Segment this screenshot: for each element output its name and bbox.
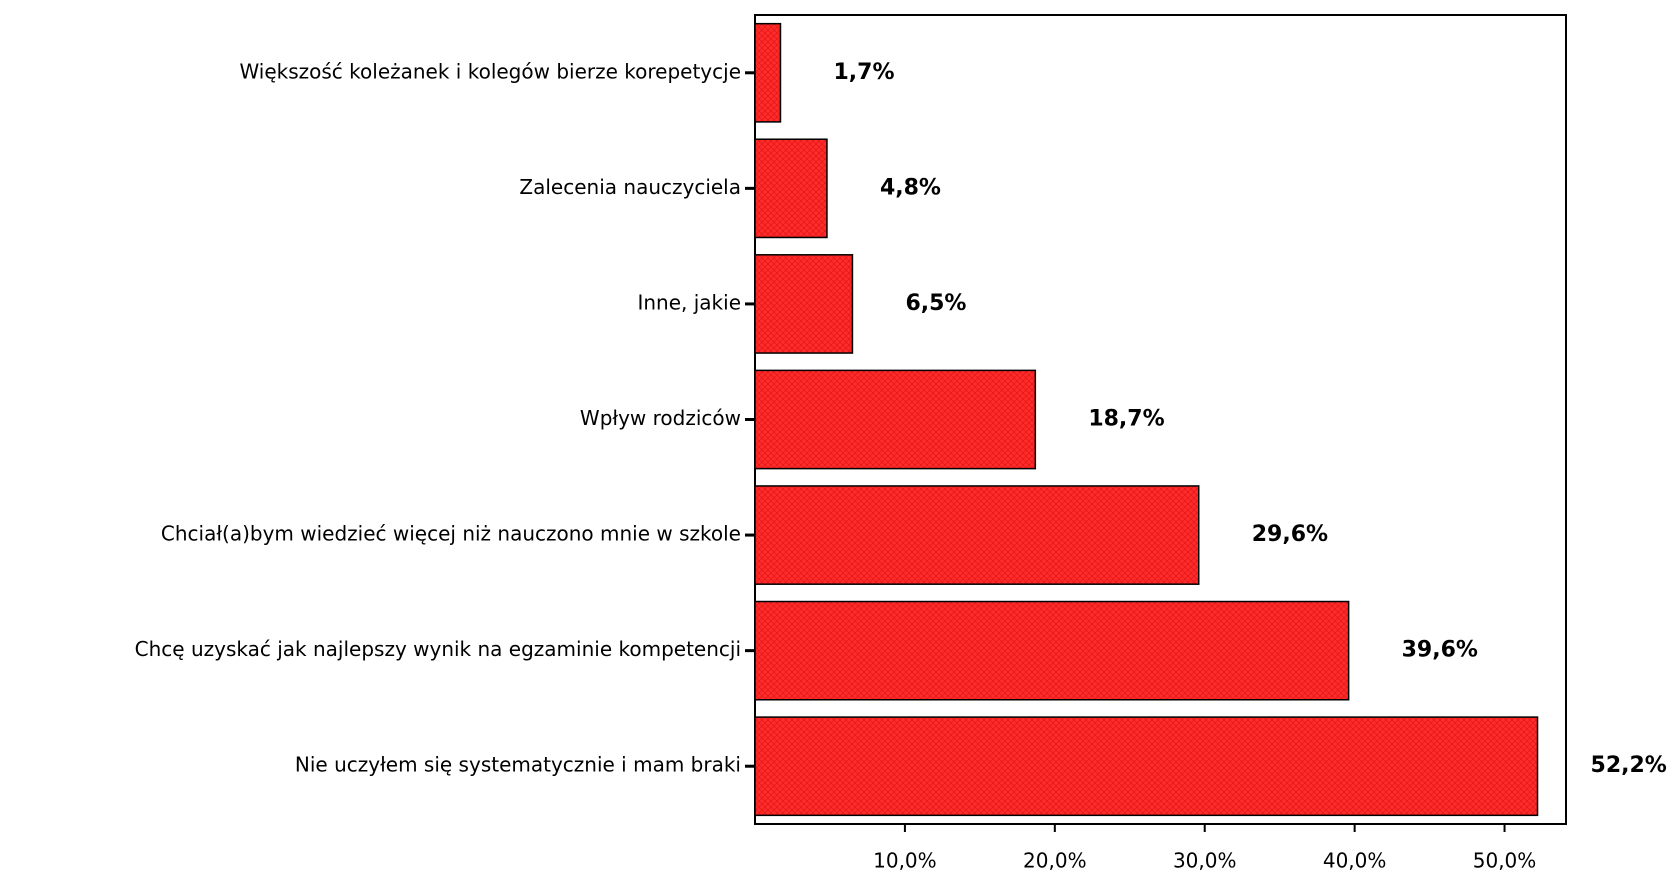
value-label: 4,8%	[880, 175, 941, 200]
x-tick-label: 10,0%	[873, 849, 937, 873]
bar	[754, 138, 828, 239]
y-tick-label: Zalecenia nauczyciela	[519, 175, 741, 199]
value-label: 39,6%	[1402, 638, 1478, 663]
y-tick-label: Większość koleżanek i kolegów bierze kor…	[239, 59, 741, 83]
y-tick-label: Wpływ rodziców	[580, 406, 741, 430]
bar	[754, 600, 1350, 701]
value-label: 6,5%	[905, 291, 966, 316]
value-label: 29,6%	[1252, 522, 1328, 547]
bar	[754, 254, 854, 354]
x-tick-label: 20,0%	[1023, 849, 1087, 873]
y-tick-label: Nie uczyłem się systematycznie i mam bra…	[295, 753, 741, 777]
y-tick-label: Chcę uzyskać jak najlepszy wynik na egza…	[135, 637, 741, 661]
bar	[754, 369, 1037, 470]
bar	[754, 716, 1539, 817]
bar	[754, 22, 782, 123]
x-tick-label: 30,0%	[1173, 849, 1237, 873]
x-tick-label: 50,0%	[1473, 849, 1537, 873]
y-tick-label: Inne, jakie	[637, 290, 741, 314]
value-label: 52,2%	[1591, 753, 1667, 778]
bar	[754, 485, 1200, 585]
y-tick-label: Chciał(a)bym wiedzieć więcej niż nauczon…	[161, 522, 741, 546]
x-tick-label: 40,0%	[1323, 849, 1387, 873]
value-label: 1,7%	[833, 60, 894, 85]
value-label: 18,7%	[1088, 407, 1164, 432]
